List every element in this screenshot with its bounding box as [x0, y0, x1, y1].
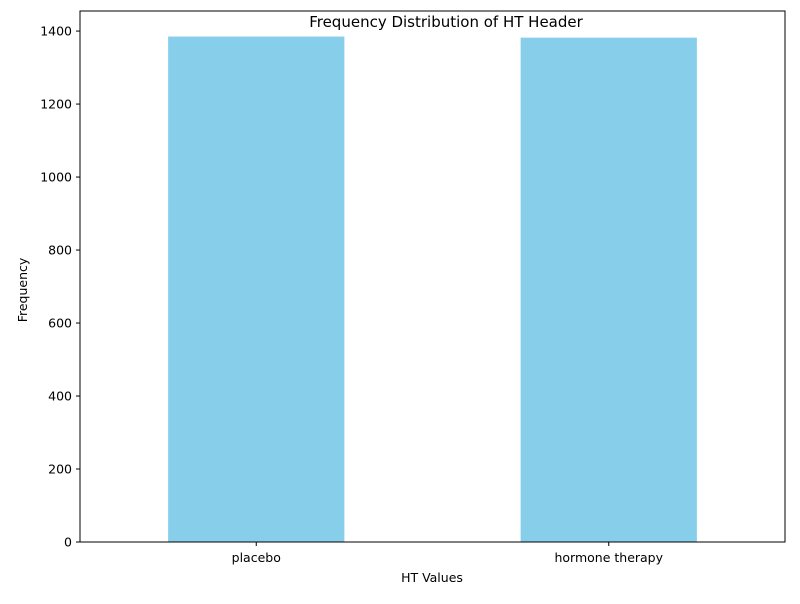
y-tick-label: 1200	[40, 97, 72, 112]
bar-hormone-therapy	[520, 37, 697, 542]
x-axis: placebo hormone therapy	[232, 542, 664, 565]
y-tick-label: 600	[48, 316, 72, 331]
x-tick-label: hormone therapy	[554, 550, 663, 565]
y-axis-label: Frequency	[15, 257, 30, 322]
bars-layer	[168, 36, 697, 543]
y-tick-label: 1400	[40, 24, 72, 39]
x-axis-label: HT Values	[401, 570, 463, 585]
y-axis: 0 200 400 600 800 1000 1200 1400	[40, 24, 80, 550]
plot-area-frame	[79, 10, 786, 543]
chart-title: Frequency Distribution of HT Header	[309, 13, 583, 31]
bar-placebo	[168, 36, 345, 543]
y-tick-label: 400	[48, 389, 72, 404]
y-tick-label: 800	[48, 243, 72, 258]
x-tick-label: placebo	[232, 550, 281, 565]
y-tick-label: 1000	[40, 170, 72, 185]
y-tick-label: 200	[48, 462, 72, 477]
y-tick-label: 0	[64, 535, 72, 550]
